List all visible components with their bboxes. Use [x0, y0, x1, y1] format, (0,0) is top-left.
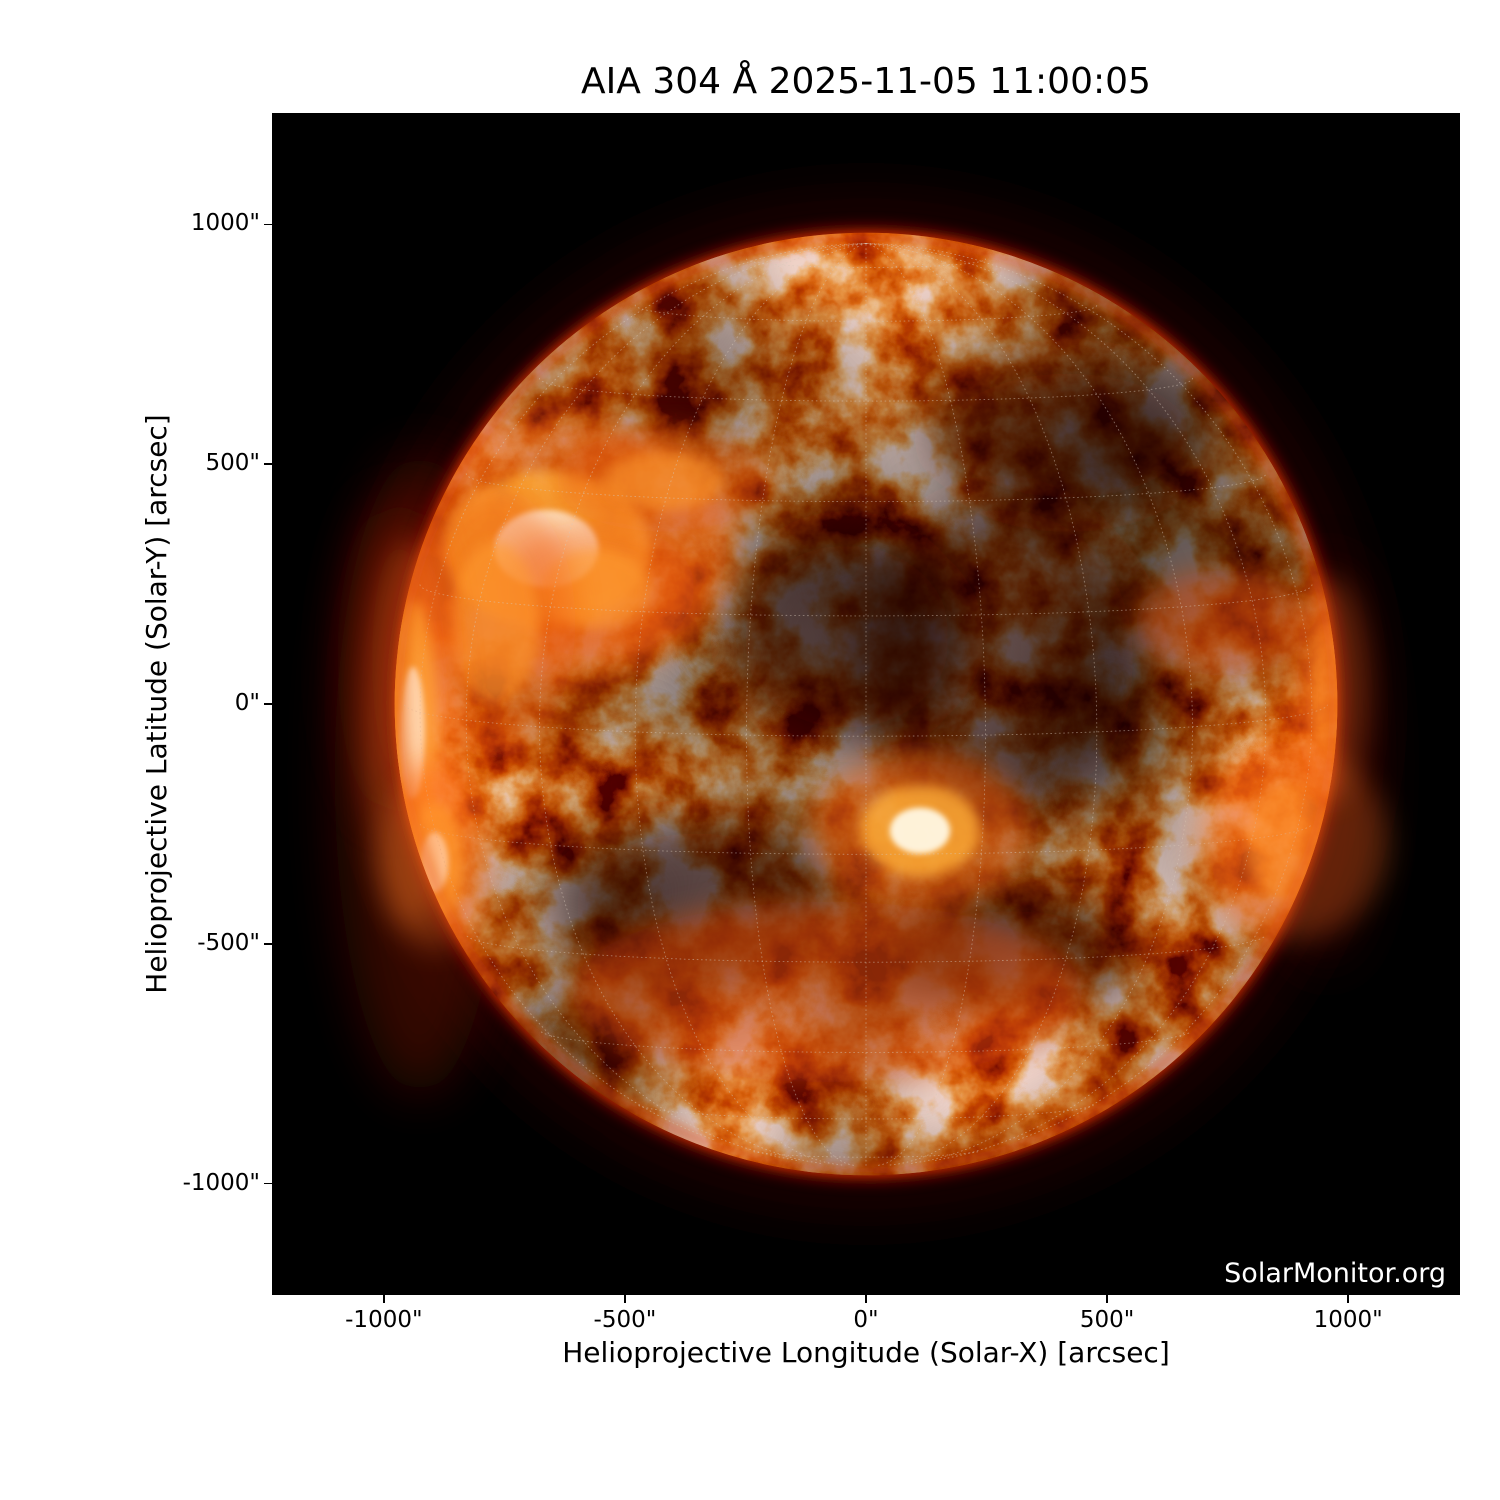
- x-tick-label: -500": [593, 1307, 657, 1333]
- plot-area: SolarMonitor.org: [272, 113, 1460, 1295]
- watermark: SolarMonitor.org: [1224, 1258, 1446, 1289]
- x-tick-label: -1000": [345, 1307, 423, 1333]
- y-tick-label: -500": [197, 929, 260, 956]
- x-tick-mark: [383, 1295, 385, 1303]
- x-tick-label: 500": [1079, 1307, 1135, 1333]
- y-tick-mark: [264, 223, 272, 226]
- y-tick-label: -1000": [182, 1169, 260, 1196]
- x-tick-mark: [865, 1295, 867, 1303]
- y-tick-mark: [264, 463, 272, 465]
- x-tick-mark: [624, 1295, 626, 1303]
- y-tick-label: 1000": [190, 210, 260, 237]
- y-tick-label: 0": [234, 690, 260, 716]
- x-tick-mark: [1106, 1295, 1108, 1303]
- x-tick-mark: [1347, 1295, 1349, 1303]
- y-tick-label: 500": [205, 450, 260, 477]
- y-tick-mark: [264, 943, 272, 945]
- plot-title: AIA 304 Å 2025-11-05 11:00:05: [581, 61, 1151, 102]
- x-axis-label: Helioprojective Longitude (Solar-X) [arc…: [562, 1336, 1170, 1369]
- y-tick-mark: [264, 703, 272, 705]
- x-tick-label: 1000": [1313, 1307, 1383, 1333]
- x-tick-label: 0": [853, 1307, 879, 1333]
- y-tick-mark: [264, 1182, 272, 1185]
- sun-disk-rendering: [334, 194, 1389, 1214]
